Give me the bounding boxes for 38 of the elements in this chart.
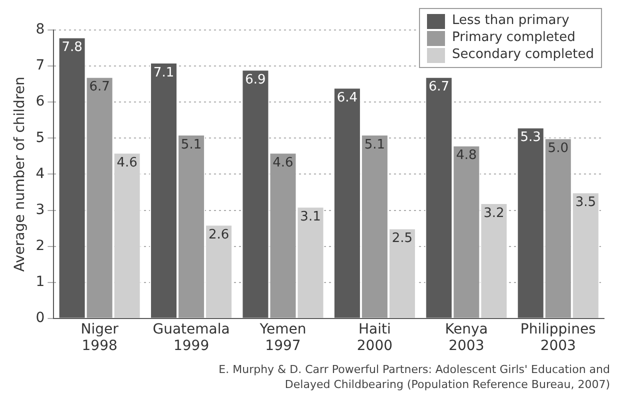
data-label: 5.1 (180, 137, 202, 152)
y-tick-label: 7 (36, 58, 45, 74)
y-tick-label: 0 (36, 310, 45, 326)
data-label: 4.6 (116, 155, 138, 170)
data-label: 2.6 (208, 228, 230, 243)
legend-label: Primary completed (452, 30, 576, 46)
data-label: 6.7 (89, 80, 110, 95)
y-tick-label: 1 (36, 274, 45, 290)
y-tick-label: 3 (36, 202, 45, 218)
data-label: 3.5 (575, 195, 596, 210)
y-tick-label: 4 (36, 166, 45, 182)
data-label: 4.8 (456, 148, 477, 164)
data-label: 3.1 (300, 210, 321, 225)
x-tick-label: Yemen 1997 (258, 321, 306, 354)
legend-label: Less than primary (452, 13, 570, 29)
data-label: 6.9 (245, 72, 266, 88)
y-axis-title: Average number of children (12, 76, 28, 272)
y-tick-label: 6 (36, 94, 45, 110)
y-tick-label: 8 (36, 22, 45, 38)
data-label: 3.2 (484, 206, 504, 221)
x-tick-label: Kenya 2003 (445, 321, 488, 354)
x-tick-label: Niger 1998 (80, 321, 119, 354)
data-label: 5.0 (548, 141, 568, 156)
legend-label: Secondary completed (452, 47, 594, 63)
data-label: 6.4 (336, 90, 358, 106)
data-label: 4.6 (272, 155, 294, 170)
y-tick-label: 5 (36, 130, 45, 146)
data-label: 5.3 (520, 130, 541, 146)
x-tick-label: Haiti 2000 (356, 321, 393, 354)
data-label: 5.1 (364, 137, 386, 152)
text: E. Murphy & D. Carr Powerful Partners: Adolescent Girls' Education and Delayed Childbearing (Population Reference Bureau, 2007) (218, 362, 610, 392)
data-label: 2.5 (392, 231, 413, 246)
data-label: 6.7 (428, 80, 450, 95)
data-label: 7.1 (153, 65, 174, 80)
x-tick-label: Philippines 2003 (520, 321, 596, 354)
data-label: 7.8 (62, 40, 82, 56)
y-tick-label: 2 (36, 238, 45, 254)
x-tick-label: Guatemala 1999 (152, 321, 230, 354)
